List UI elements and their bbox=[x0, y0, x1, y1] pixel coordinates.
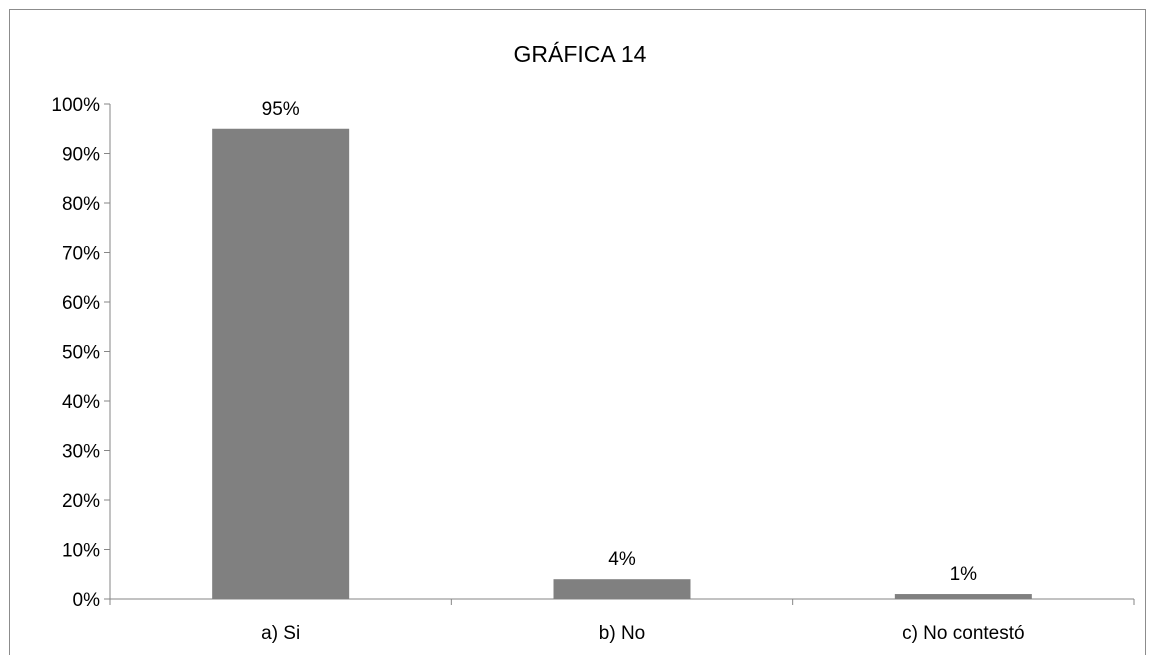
y-tick-label: 0% bbox=[73, 590, 101, 611]
y-tick-label: 10% bbox=[62, 541, 100, 562]
data-label: 4% bbox=[608, 549, 636, 570]
data-label: 1% bbox=[950, 564, 978, 585]
y-tick-label: 30% bbox=[62, 442, 100, 463]
y-tick-label: 60% bbox=[62, 293, 100, 314]
y-tick-label: 20% bbox=[62, 491, 100, 512]
x-tick-label: c) No contestó bbox=[902, 623, 1025, 644]
y-tick-label: 80% bbox=[62, 194, 100, 215]
x-tick-label: a) Si bbox=[261, 623, 300, 644]
x-tick-label: b) No bbox=[599, 623, 645, 644]
y-tick-label: 90% bbox=[62, 145, 100, 166]
y-tick-label: 100% bbox=[51, 95, 100, 116]
chart-labels: 95% a) Si 4% b) No 1% c) No contestó bbox=[261, 99, 1024, 644]
chart-bars bbox=[212, 128, 1032, 599]
bar bbox=[212, 128, 350, 599]
chart-frame bbox=[9, 9, 1146, 655]
y-tick-label: 40% bbox=[62, 392, 100, 413]
chart-title: GRÁFICA 14 bbox=[514, 41, 647, 67]
bar bbox=[894, 594, 1032, 599]
bar bbox=[553, 579, 691, 599]
y-tick-label: 70% bbox=[62, 244, 100, 265]
y-tick-label: 50% bbox=[62, 343, 100, 364]
data-label: 95% bbox=[262, 99, 300, 120]
